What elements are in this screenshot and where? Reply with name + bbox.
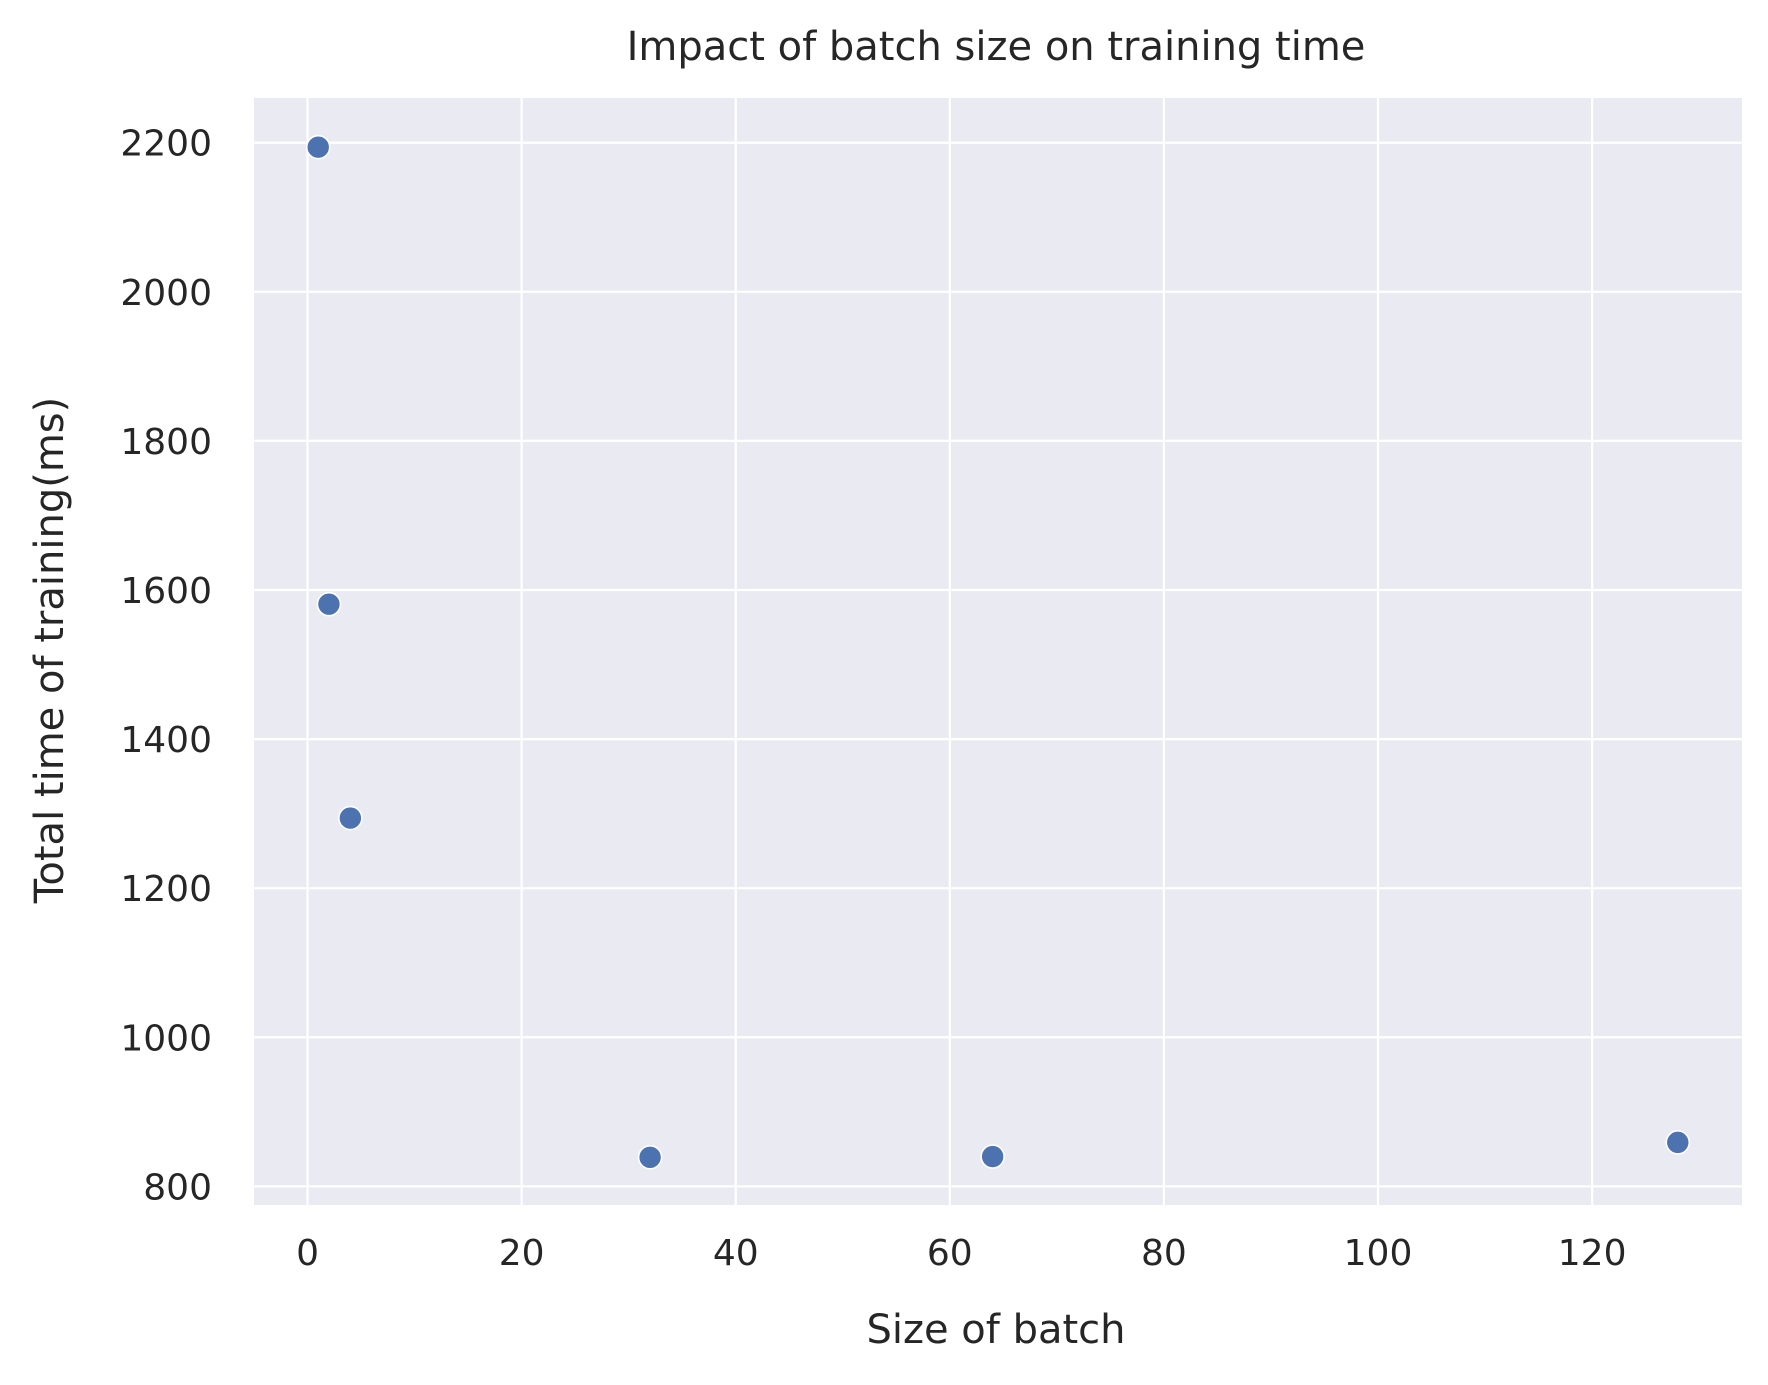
x-axis-ticks: 0 20 40 60 80 100 120 — [296, 1233, 1626, 1274]
y-tick-label: 1200 — [120, 869, 212, 910]
y-tick-label: 1000 — [120, 1018, 212, 1059]
data-point — [338, 805, 363, 831]
x-tick-label: 60 — [927, 1233, 973, 1274]
data-point — [637, 1144, 663, 1170]
y-axis-title: Total time of training(ms) — [27, 397, 73, 904]
y-tick-label: 1600 — [120, 571, 212, 612]
data-point — [316, 591, 342, 617]
y-tick-label: 1800 — [120, 422, 212, 463]
data-point — [980, 1144, 1005, 1169]
x-tick-label: 120 — [1558, 1233, 1627, 1274]
x-axis-title: Size of batch — [866, 1307, 1125, 1353]
chart-title: Impact of batch size on training time — [627, 24, 1366, 70]
x-tick-label: 20 — [499, 1233, 545, 1274]
y-axis-ticks: 800 1000 1200 1400 1600 1800 2000 2200 — [120, 124, 212, 1209]
x-tick-label: 80 — [1141, 1233, 1187, 1274]
plot-area — [254, 98, 1742, 1205]
y-tick-label: 2000 — [120, 273, 212, 314]
x-tick-label: 100 — [1344, 1233, 1413, 1274]
data-point — [1665, 1130, 1691, 1155]
y-tick-label: 1400 — [120, 720, 212, 761]
data-point — [305, 134, 331, 160]
x-tick-label: 40 — [713, 1233, 759, 1274]
y-tick-label: 800 — [143, 1167, 212, 1208]
data-points — [305, 134, 1691, 1170]
x-tick-label: 0 — [296, 1233, 319, 1274]
y-tick-label: 2200 — [120, 124, 212, 165]
grid-lines — [254, 98, 1742, 1205]
